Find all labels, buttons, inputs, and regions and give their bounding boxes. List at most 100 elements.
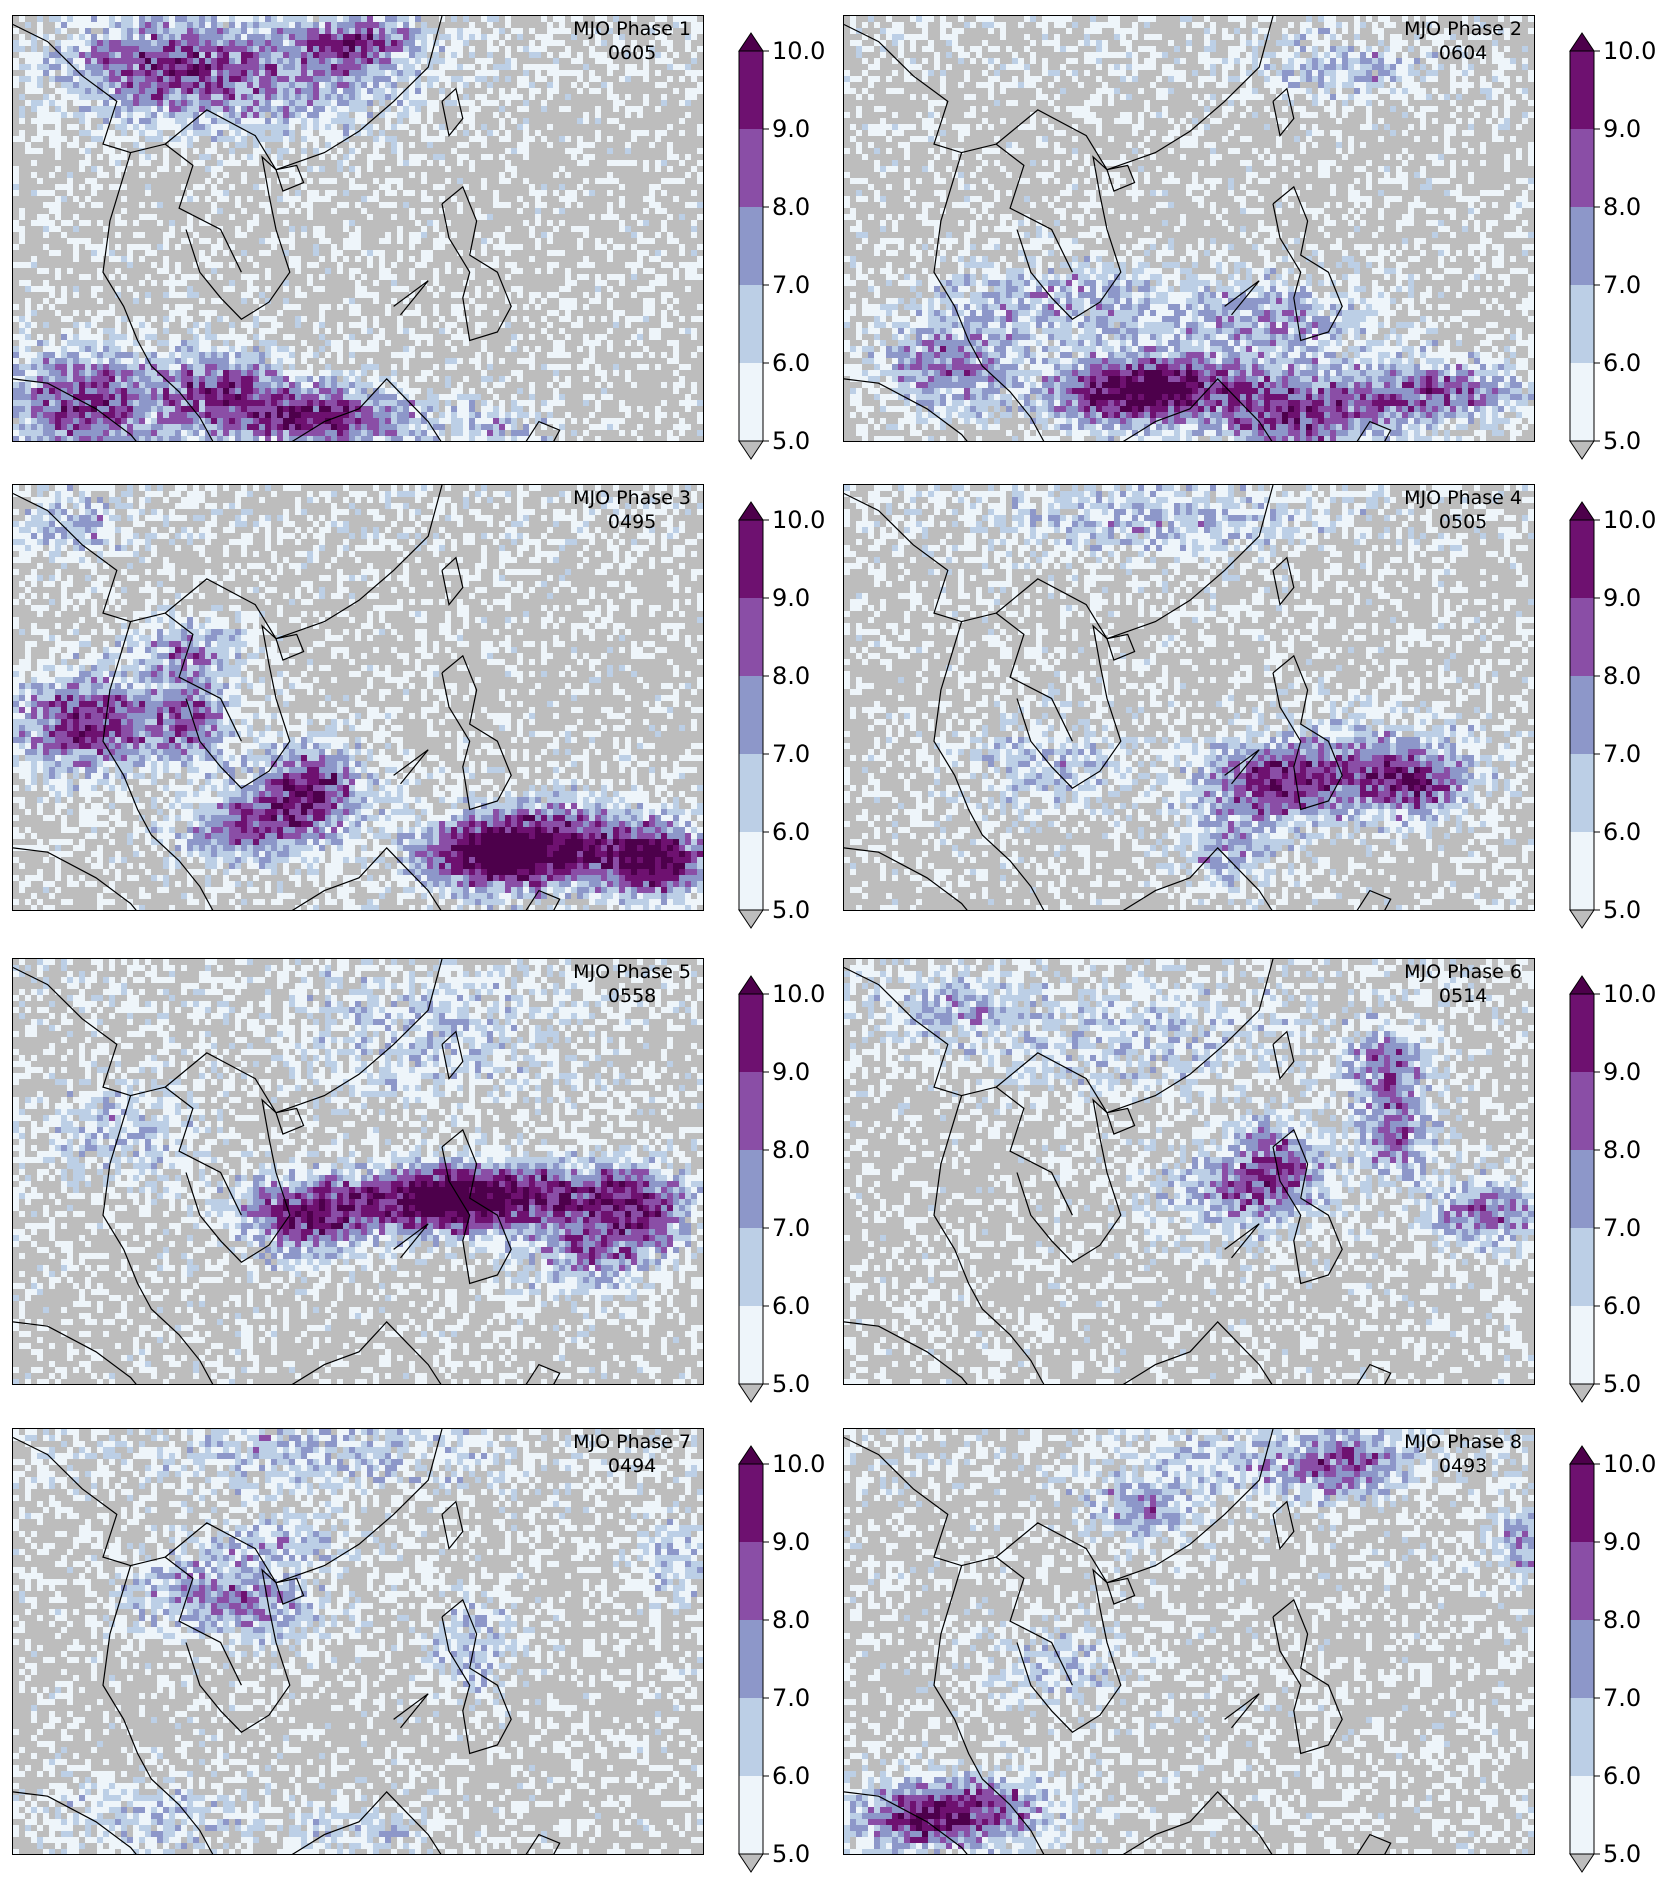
coastline <box>130 143 242 273</box>
colorbar-tick-label: 9.0 <box>1603 115 1641 143</box>
coastline <box>995 1522 1108 1584</box>
coastline <box>844 966 1045 1384</box>
colorbar-segment <box>739 129 763 207</box>
coastline <box>1224 280 1260 316</box>
coastline <box>1016 959 1274 1263</box>
coastline <box>1272 1598 1343 1755</box>
phase-label: MJO Phase 6 0514 <box>1404 960 1522 1008</box>
colorbar-segment <box>739 207 763 285</box>
colorbar-segment <box>1570 994 1594 1072</box>
coastline <box>525 1833 561 1854</box>
colorbar-over-arrow <box>738 1445 764 1465</box>
coastline <box>164 109 277 171</box>
colorbar-tick-label: 8.0 <box>772 662 810 690</box>
colorbar: 5.0 6.0 7.0 8.0 9.0 10.0 <box>738 32 829 467</box>
coastline <box>525 1363 561 1384</box>
colorbar-tick-label: 5.0 <box>1603 427 1641 455</box>
colorbar-tick-label: 9.0 <box>1603 1528 1641 1556</box>
colorbar-tick-label: 10.0 <box>1603 980 1656 1008</box>
coastline <box>1106 633 1136 661</box>
coastline <box>275 1577 305 1605</box>
precip-grid <box>13 959 703 1384</box>
colorbar-segment <box>1570 520 1594 598</box>
colorbar-segment <box>1570 676 1594 754</box>
coastline <box>844 23 1045 441</box>
colorbar-tick-label: 7.0 <box>1603 1214 1641 1242</box>
colorbar-tick-label: 5.0 <box>772 896 810 924</box>
phase-title: MJO Phase 7 <box>573 1430 691 1454</box>
precip-map: MJO Phase 7 0494 <box>12 1428 704 1855</box>
colorbar: 5.0 6.0 7.0 8.0 9.0 10.0 <box>738 501 829 936</box>
colorbar-over-arrow <box>1569 1445 1595 1465</box>
coastline <box>961 143 1073 273</box>
coastline <box>1016 16 1274 320</box>
colorbar-segment <box>1570 1620 1594 1698</box>
colorbar-segment <box>1570 363 1594 441</box>
colorbar-tick-label: 5.0 <box>772 427 810 455</box>
coastline <box>1122 1791 1273 1854</box>
coastline <box>1016 1429 1274 1733</box>
colorbar-segment <box>1570 1072 1594 1150</box>
coastline <box>1224 1223 1260 1259</box>
colorbar-tick-label: 10.0 <box>772 1450 825 1478</box>
phase-label: MJO Phase 4 0505 <box>1404 486 1522 534</box>
coastline <box>441 87 464 137</box>
coastline <box>844 847 968 910</box>
coastline <box>291 847 442 910</box>
phase-title: MJO Phase 4 <box>1404 486 1522 510</box>
coastline <box>13 378 137 441</box>
precip-grid <box>844 485 1534 910</box>
coastline <box>525 889 561 910</box>
phase-count: 0494 <box>573 1454 691 1478</box>
colorbar-tick-label: 9.0 <box>772 115 810 143</box>
colorbar-segment <box>739 1542 763 1620</box>
coastline <box>13 23 214 441</box>
colorbar-tick-label: 8.0 <box>1603 1606 1641 1634</box>
colorbar-segment <box>739 598 763 676</box>
coastline <box>291 378 442 441</box>
coastline <box>1356 889 1392 910</box>
colorbar-segment <box>1570 1542 1594 1620</box>
coastline <box>1224 749 1260 785</box>
coastline <box>291 1321 442 1384</box>
colorbar-segment <box>739 363 763 441</box>
coastline <box>995 1052 1108 1114</box>
colorbar-segment <box>739 1620 763 1698</box>
colorbar-tick-label: 5.0 <box>1603 1840 1641 1868</box>
colorbar-tick-label: 7.0 <box>772 1684 810 1712</box>
coastline <box>1106 1107 1136 1135</box>
colorbar-tick-label: 9.0 <box>1603 1058 1641 1086</box>
coastline <box>441 556 464 606</box>
colorbar-over-arrow <box>1569 32 1595 52</box>
colorbar-segment <box>739 285 763 363</box>
coastline <box>164 1522 277 1584</box>
colorbar-under-arrow <box>1569 440 1595 460</box>
phase-title: MJO Phase 8 <box>1404 1430 1522 1454</box>
coastline <box>130 1556 242 1686</box>
phase-label: MJO Phase 7 0494 <box>573 1430 691 1478</box>
phase-title: MJO Phase 2 <box>1404 17 1522 41</box>
coastline <box>961 612 1073 742</box>
coastline <box>1016 485 1274 789</box>
colorbar: 5.0 6.0 7.0 8.0 9.0 10.0 <box>738 1445 829 1880</box>
coastline <box>185 1429 443 1733</box>
colorbar-segment <box>1570 285 1594 363</box>
precip-grid <box>13 1429 703 1854</box>
coastline <box>525 420 561 441</box>
coastline <box>164 578 277 640</box>
coastline <box>844 492 1045 910</box>
colorbar-under-arrow <box>1569 909 1595 929</box>
colorbar-over-arrow <box>738 32 764 52</box>
coastline <box>130 1086 242 1216</box>
phase-title: MJO Phase 5 <box>573 960 691 984</box>
colorbar-tick-label: 10.0 <box>1603 37 1656 65</box>
phase-title: MJO Phase 3 <box>573 486 691 510</box>
colorbar-segment <box>739 1464 763 1542</box>
colorbar-tick-label: 6.0 <box>772 1292 810 1320</box>
coastline <box>185 959 443 1263</box>
precip-map: MJO Phase 8 0493 <box>843 1428 1535 1855</box>
coastline <box>275 1107 305 1135</box>
colorbar-tick-label: 7.0 <box>772 271 810 299</box>
colorbar-tick-label: 6.0 <box>1603 1292 1641 1320</box>
colorbar-tick-label: 9.0 <box>1603 584 1641 612</box>
